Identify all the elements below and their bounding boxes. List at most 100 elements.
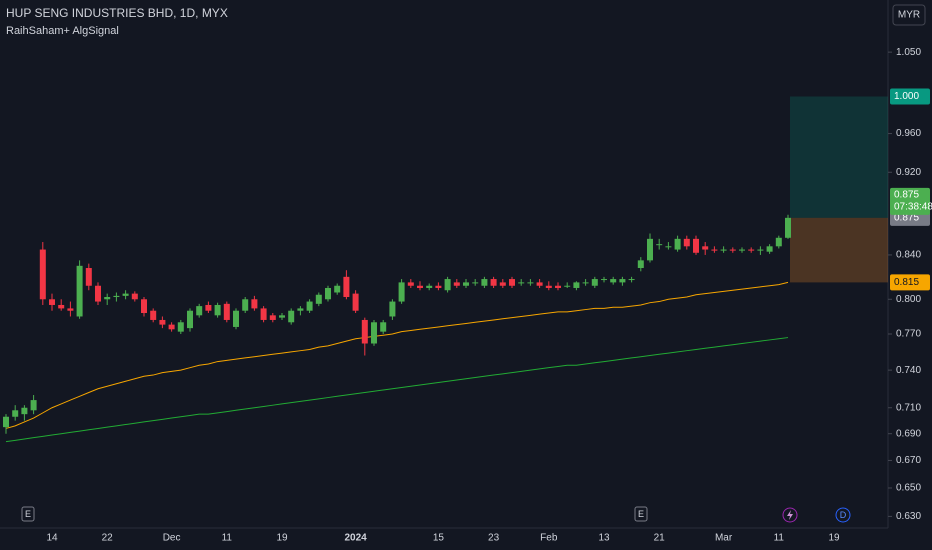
candle-body	[674, 238, 681, 250]
candle-body	[233, 310, 239, 327]
candle-body	[610, 279, 617, 283]
candle-body	[334, 285, 341, 293]
candle-body	[113, 295, 120, 298]
stop-badge-bg	[890, 274, 930, 291]
candle-body	[444, 279, 451, 291]
candle-body	[380, 322, 387, 332]
y-tick-label: 0.630	[896, 511, 921, 522]
candle-body	[177, 322, 184, 332]
countdown: 07:38:48	[894, 201, 932, 212]
currency-label[interactable]: MYR	[898, 10, 920, 21]
candle-body	[67, 308, 74, 311]
candle-body	[536, 282, 543, 286]
candle-body	[693, 238, 699, 253]
y-tick-label: 0.710	[896, 402, 921, 413]
y-tick-label: 0.800	[896, 294, 921, 305]
x-tick-label: 21	[654, 533, 666, 544]
candle-body	[748, 249, 755, 251]
candle-body	[269, 315, 276, 320]
candle-body	[242, 299, 249, 311]
x-tick-label: 2024	[344, 533, 367, 544]
candle-body	[251, 299, 258, 309]
candle-body	[315, 294, 322, 304]
candle-body	[683, 238, 690, 247]
candle-body	[343, 276, 350, 298]
candle-body	[150, 310, 157, 320]
stop-badge: 0.815	[894, 277, 919, 288]
candle-body	[196, 306, 203, 316]
target-badge: 1.000	[894, 91, 919, 102]
candle-body	[499, 282, 506, 286]
event-marker	[634, 506, 648, 522]
indicator-name: RaihSaham+ AlgSignal	[6, 25, 119, 37]
x-tick-label: Feb	[540, 533, 558, 544]
candle-body	[490, 279, 497, 286]
y-tick-label: 0.920	[896, 167, 921, 178]
candle-body	[168, 324, 175, 330]
candle-body	[739, 249, 745, 251]
candle-body	[591, 279, 598, 286]
candle-body	[527, 282, 534, 284]
candle-body	[104, 297, 111, 300]
x-tick-label: Mar	[715, 533, 733, 544]
candle-body	[131, 293, 138, 300]
candle-body	[187, 310, 193, 329]
moving-average	[5, 281, 789, 429]
candle-body	[223, 303, 230, 320]
candle-body	[564, 285, 571, 287]
candle-body	[95, 285, 101, 302]
y-tick-label: 1.050	[896, 47, 921, 58]
y-tick-label: 0.650	[896, 483, 921, 494]
candle-body	[260, 308, 267, 320]
candle-body	[12, 410, 19, 417]
candle-body	[297, 308, 304, 311]
split-bolt	[787, 510, 793, 520]
chart-title: HUP SENG INDUSTRIES BHD, 1D, MYX	[6, 6, 228, 20]
y-tick-label: 0.840	[896, 250, 921, 261]
candle-body	[407, 282, 414, 286]
candle-body	[785, 217, 791, 238]
x-tick-label: 22	[102, 533, 114, 544]
candle-body	[435, 285, 442, 288]
candle-body	[453, 282, 460, 286]
candle-body	[426, 285, 433, 288]
candle-body	[481, 279, 488, 286]
x-tick-label: 15	[433, 533, 445, 544]
candle-body	[417, 285, 423, 288]
candle-body	[141, 299, 147, 314]
candle-body	[279, 315, 285, 318]
candle-body	[21, 407, 28, 415]
candle-body	[398, 282, 405, 302]
y-tick-label: 0.740	[896, 365, 921, 376]
candle-body	[30, 400, 37, 411]
event-label: E	[638, 509, 644, 519]
dividend-label: D	[840, 510, 847, 520]
candle-body	[647, 238, 653, 261]
y-tick-label: 0.770	[896, 329, 921, 340]
candle-body	[555, 285, 561, 288]
last-price-bg	[890, 187, 930, 215]
stop-zone	[790, 217, 888, 283]
candle-body	[582, 282, 589, 284]
event-marker	[21, 506, 35, 522]
candle-body	[702, 246, 709, 250]
candle-body	[214, 304, 221, 316]
last-price: 0.875	[894, 189, 919, 200]
x-tick-label: 13	[598, 533, 610, 544]
y-tick-label: 0.670	[896, 455, 921, 466]
y-tick-label: 0.690	[896, 428, 921, 439]
candle-body	[76, 265, 83, 317]
candle-body	[628, 279, 635, 281]
candle-body	[757, 249, 764, 251]
candle-body	[122, 293, 129, 296]
candle-body	[205, 304, 212, 311]
candle-body	[288, 310, 295, 323]
candle-body	[472, 282, 479, 284]
candle-body	[509, 279, 515, 286]
candle-body	[601, 279, 607, 281]
candle-body	[3, 416, 9, 428]
currency-button[interactable]	[892, 4, 926, 26]
candle-body	[637, 260, 644, 269]
